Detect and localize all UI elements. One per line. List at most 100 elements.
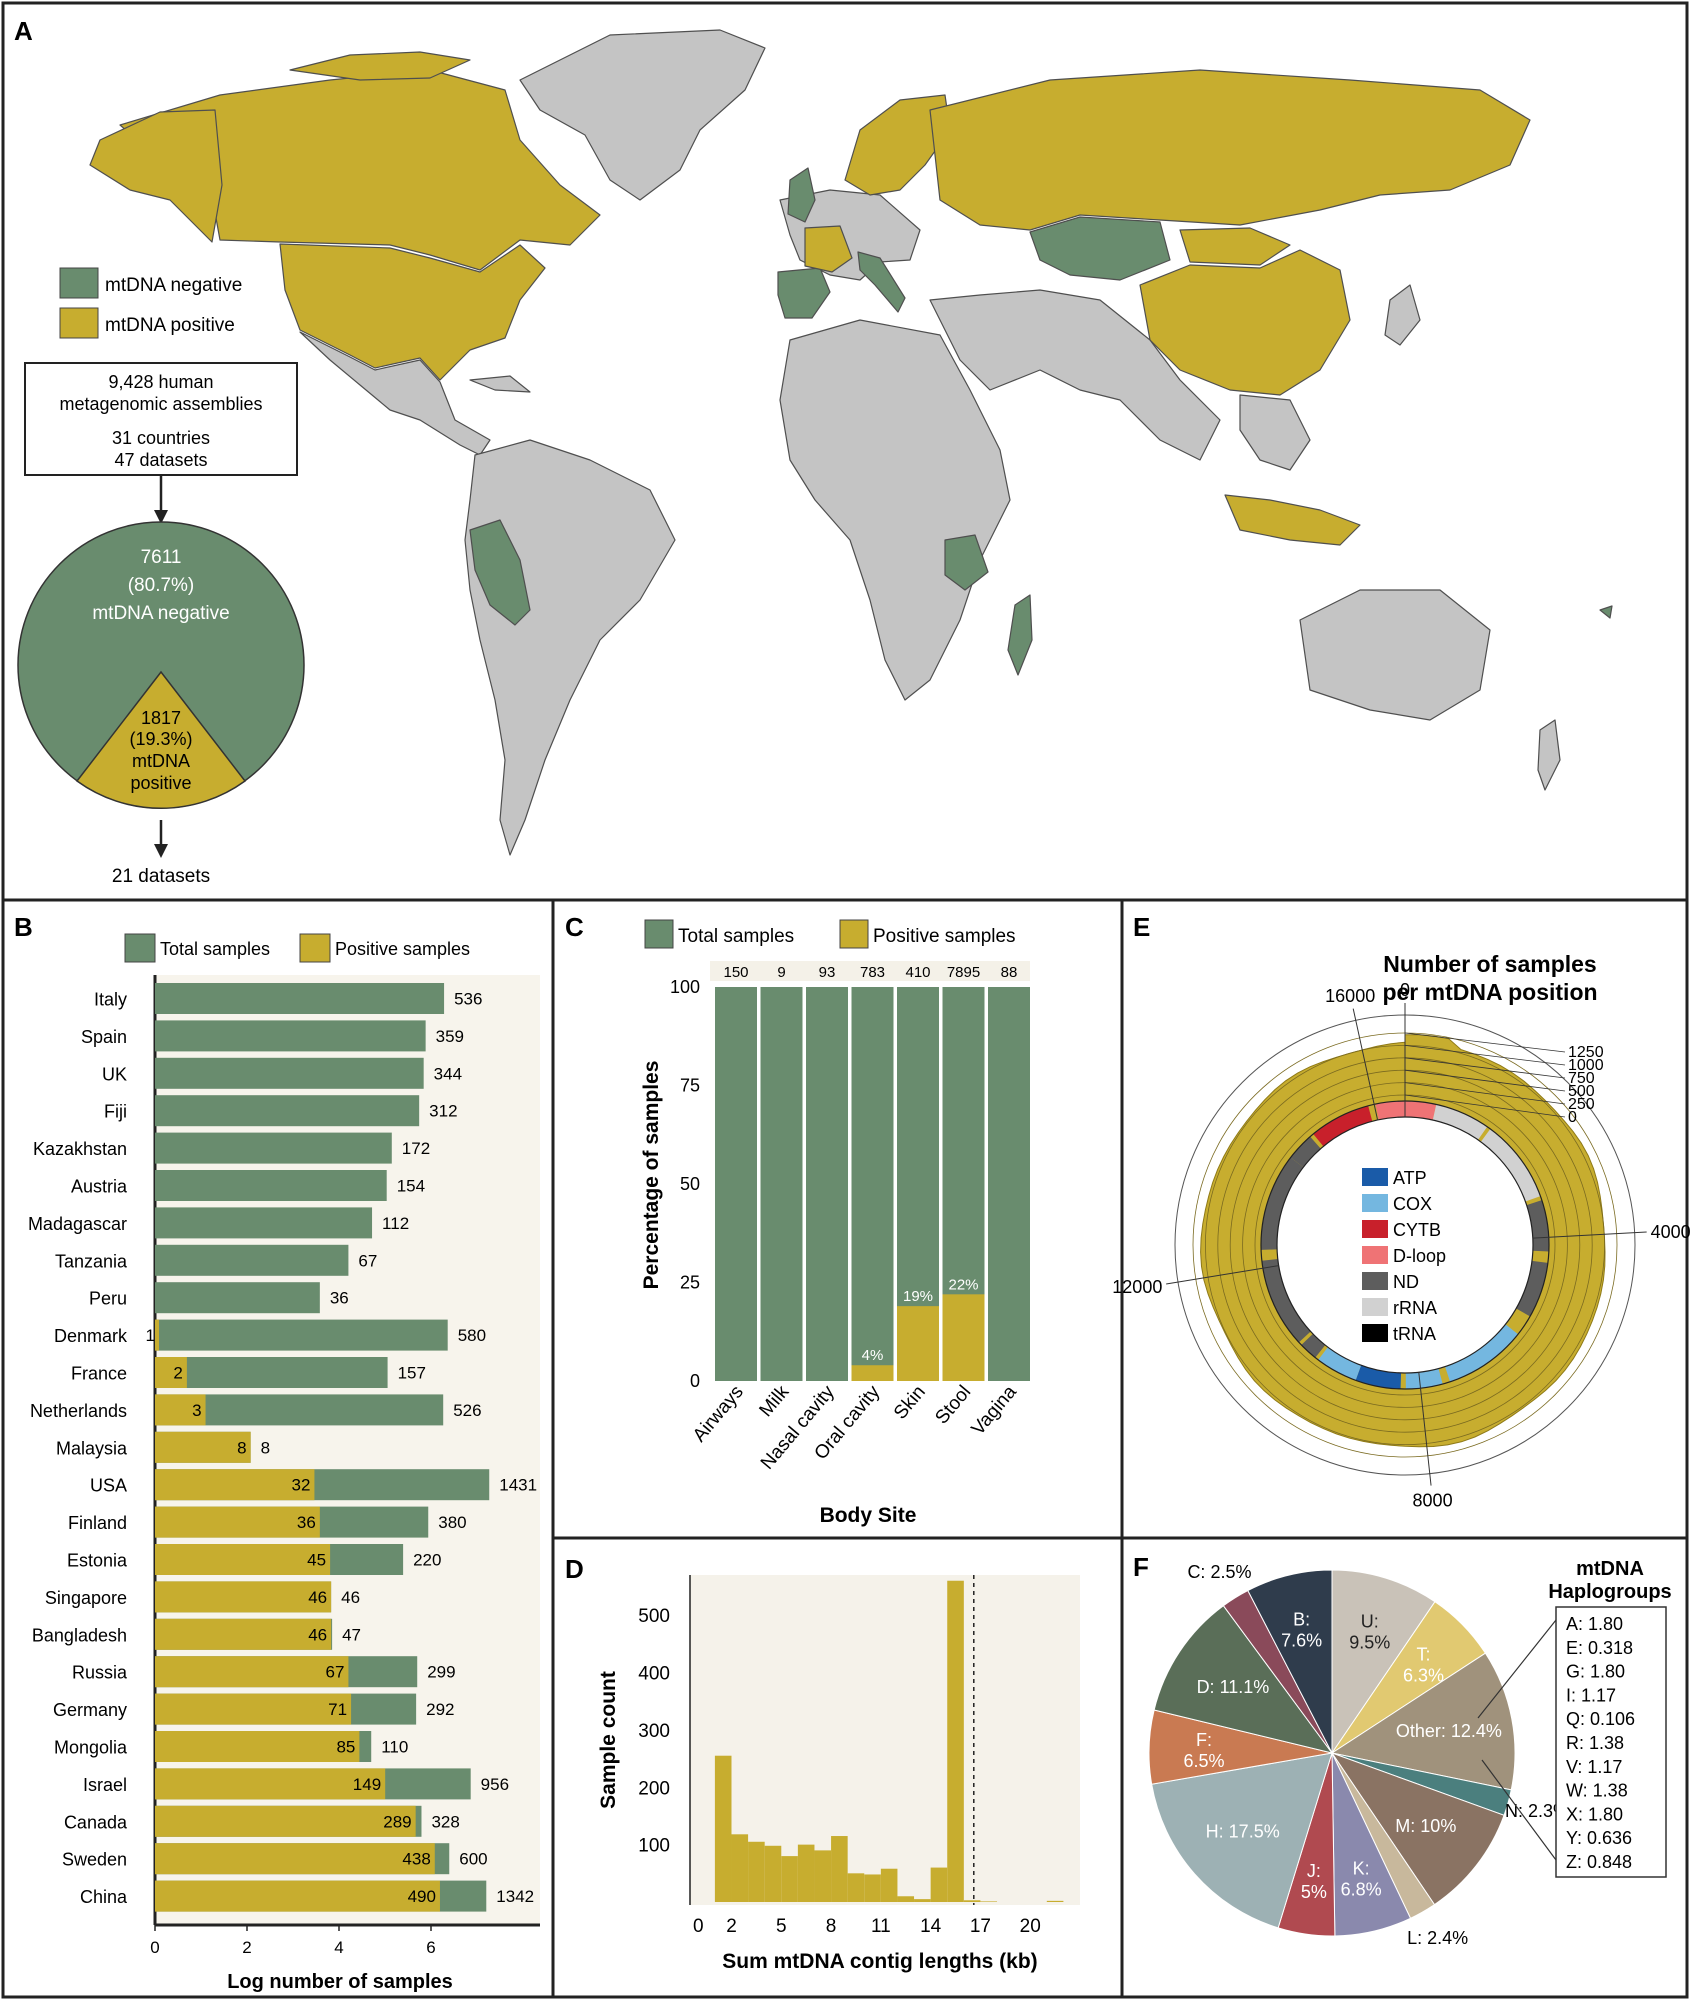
c-y-tick-label: 0	[690, 1371, 700, 1391]
legend-positive-label: mtDNA positive	[105, 315, 235, 336]
b-total-label: 112	[382, 1214, 409, 1233]
e-radial-leader	[1404, 1032, 1566, 1053]
b-total-label: 600	[459, 1850, 487, 1869]
b-bar-total	[155, 1020, 426, 1052]
b-total-label: 956	[481, 1775, 509, 1794]
e-legend-swatch	[1362, 1324, 1388, 1342]
c-totals: 150 9 93 783 410 7895 88	[723, 964, 1017, 981]
e-legend-label: COX	[1393, 1194, 1432, 1214]
b-bar-positive	[155, 1618, 332, 1650]
f-other-item: Z: 0.848	[1566, 1852, 1632, 1872]
d-y-tick-label: 200	[638, 1778, 670, 1799]
map-kazakhstan	[1029, 216, 1171, 281]
b-positive-label: 36	[297, 1513, 316, 1532]
b-bar-total	[155, 1207, 373, 1239]
c-legend-positive-label: Positive samples	[873, 926, 1016, 947]
f-other-item: Q: 0.106	[1566, 1709, 1635, 1729]
e-position-label: 16000	[1325, 986, 1375, 1006]
c-legend-total-swatch	[644, 919, 674, 949]
e-gene-segment	[1355, 1365, 1402, 1389]
d-x-tick-label: 8	[826, 1916, 837, 1937]
e-radial-label: 250	[1568, 1096, 1595, 1113]
e-legend-swatch	[1362, 1168, 1388, 1186]
f-other-box	[1555, 1606, 1667, 1878]
b-positive-label: 149	[353, 1775, 381, 1794]
b-bar-positive	[155, 1693, 352, 1725]
e-legend-swatch	[1362, 1298, 1388, 1316]
map-caribbean	[469, 375, 531, 393]
b-total-label: 67	[358, 1251, 377, 1270]
b-category-label: Peru	[89, 1289, 127, 1309]
panel-letter-f: F	[1133, 1552, 1149, 1582]
pie-negative-percent: (80.7%)	[128, 575, 195, 596]
map-japan	[1384, 284, 1421, 346]
e-radial-label: 500	[1568, 1083, 1595, 1100]
panel-c: C Total samples Positive samples 150 9 93 7…	[565, 912, 1030, 1527]
e-gene-segment	[1261, 1258, 1311, 1343]
e-position-tick	[1418, 1372, 1432, 1486]
e-radial-leader	[1404, 1082, 1566, 1105]
e-radial-label: 0	[1568, 1109, 1577, 1126]
e-position-tick	[1532, 1231, 1647, 1239]
f-other-item: I: 1.17	[1566, 1685, 1616, 1705]
b-category-label: France	[71, 1364, 127, 1384]
b-bar-positive	[155, 1469, 315, 1501]
b-category-label: Spain	[81, 1027, 127, 1047]
e-legend-swatch	[1362, 1246, 1388, 1264]
arrowhead-to-pie	[154, 510, 168, 524]
map-greenland	[519, 29, 766, 201]
b-total-label: 36	[330, 1289, 349, 1308]
f-slice-label: Other: 12.4%	[1396, 1721, 1502, 1741]
b-total-label: 299	[427, 1663, 455, 1682]
d-x-tick-label: 2	[726, 1916, 737, 1937]
c-bar-positive	[897, 1306, 939, 1381]
b-total-label: 344	[434, 1064, 462, 1083]
summary-box	[24, 362, 298, 476]
e-position-label: 4000	[1651, 1222, 1690, 1242]
b-x-tick-label: 4	[334, 1938, 343, 1957]
e-position-label: 0	[1400, 980, 1410, 1000]
b-bar-total	[155, 1244, 349, 1276]
b-x-tick-label: 6	[426, 1938, 435, 1957]
d-x-ticks: 0 2 5 8 11 14 17 20	[693, 1916, 1041, 1937]
f-other-item: X: 1.80	[1566, 1804, 1623, 1824]
b-category-label: Italy	[94, 990, 127, 1010]
c-legend-total-label: Total samples	[678, 926, 794, 947]
c-bar-positive	[851, 1365, 894, 1381]
b-total-label: 328	[431, 1812, 459, 1831]
e-legend-label: rRNA	[1393, 1298, 1437, 1318]
b-bar-positive	[155, 1656, 349, 1688]
e-title-line-1: Number of samples	[1383, 951, 1596, 977]
b-total-label: 580	[458, 1326, 486, 1345]
map-africa	[779, 319, 1011, 701]
f-other-item: R: 1.38	[1566, 1733, 1624, 1753]
b-x-tick-label: 0	[150, 1938, 159, 1957]
c-total-count: 410	[905, 964, 930, 981]
c-y-tick-label: 25	[680, 1273, 700, 1293]
f-other-item: A: 1.80	[1566, 1614, 1623, 1634]
d-x-tick-label: 5	[776, 1916, 787, 1937]
c-y-ticks: 0 25 50 75 100	[670, 977, 700, 1391]
legend-negative-label: mtDNA negative	[105, 275, 242, 296]
panel-letter-a: A	[14, 16, 33, 46]
map-peru	[469, 519, 531, 626]
map-tanzania	[944, 534, 989, 591]
d-histogram-bar	[963, 1900, 981, 1902]
b-total-label: 1342	[496, 1887, 534, 1906]
d-x-tick-label: 0	[693, 1916, 704, 1937]
b-bar-total	[155, 1357, 388, 1388]
arrowhead-to-datasets	[154, 844, 168, 858]
c-total-count: 783	[860, 964, 885, 981]
f-slice-label-value: 7.6%	[1281, 1631, 1322, 1651]
map-usa	[279, 243, 546, 381]
c-percent-label: 4%	[862, 1347, 884, 1364]
datasets-note: 21 datasets	[112, 866, 210, 887]
d-x-tick-label: 17	[970, 1916, 991, 1937]
pie-positive-label-2: positive	[130, 773, 191, 793]
f-pie-slice	[1330, 1652, 1516, 1791]
c-bar-total	[806, 987, 848, 1381]
b-category-label: Sweden	[62, 1850, 127, 1870]
e-position-label: 12000	[1112, 1277, 1162, 1297]
e-gene-segment	[1290, 1136, 1321, 1168]
b-total-label: 8	[261, 1438, 270, 1457]
